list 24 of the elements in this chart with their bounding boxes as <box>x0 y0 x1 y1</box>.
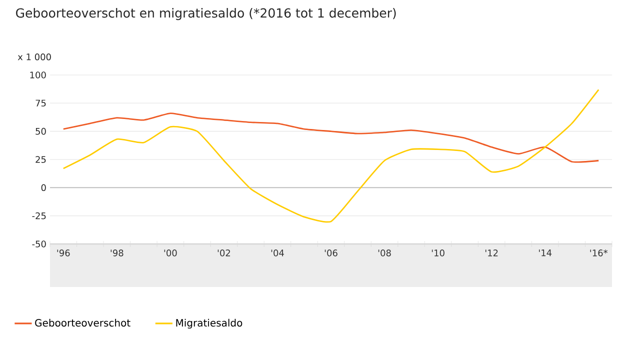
x-tick-label: '00 <box>164 250 177 256</box>
x-tick-label: '08 <box>378 250 391 256</box>
y-tick-label: -50 <box>32 240 46 248</box>
y-tick-label: 0 <box>41 184 46 192</box>
y-tick-label: 50 <box>36 128 46 135</box>
x-tick-label: '12 <box>485 250 498 256</box>
x-tick-label: '04 <box>271 250 284 256</box>
x-tick-label: '96 <box>57 250 70 256</box>
x-tick-label: '14 <box>538 250 552 256</box>
chart-title: Geboorteoverschot en migratiesaldo (*2016 tot 1 december) <box>16 8 396 20</box>
line-series <box>62 88 600 223</box>
y-tick-label: 75 <box>36 100 46 106</box>
x-tick-label: '02 <box>218 250 230 256</box>
legend-label: Migratiesaldo <box>176 318 242 329</box>
line-series <box>62 112 600 163</box>
x-tick-label: '98 <box>110 250 124 256</box>
y-tick-label: 25 <box>36 156 46 163</box>
x-tick-label: '16* <box>590 250 608 256</box>
y-axis-title: x 1 000 <box>18 54 51 60</box>
y-tick-label: -25 <box>32 212 46 220</box>
legend-label: Geboorteoverschot <box>35 318 130 327</box>
x-tick-label: '06 <box>324 250 338 256</box>
x-tick-label: '10 <box>432 250 444 256</box>
y-tick-label: 100 <box>30 72 46 78</box>
